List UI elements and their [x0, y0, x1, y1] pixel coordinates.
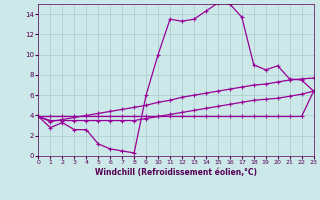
- X-axis label: Windchill (Refroidissement éolien,°C): Windchill (Refroidissement éolien,°C): [95, 168, 257, 177]
